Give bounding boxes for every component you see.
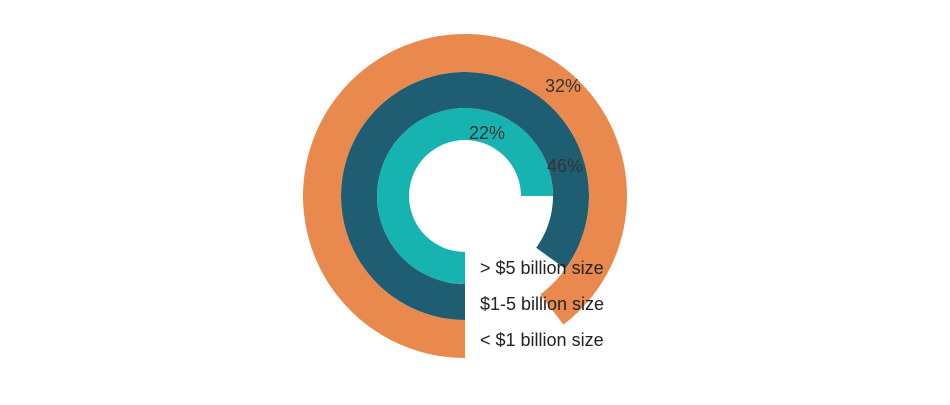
series-label-0: > $5 billion size <box>480 258 604 278</box>
labels-layer: 22% > $5 billion size 46% $1-5 billion size… <box>469 76 604 350</box>
series-label-1: $1-5 billion size <box>480 294 604 314</box>
arcs-layer <box>302 33 627 359</box>
value-label-1: 46% <box>547 156 583 176</box>
value-label-2: 32% <box>545 76 581 96</box>
arc-0 <box>377 108 553 284</box>
series-label-2: < $1 billion size <box>480 330 604 350</box>
value-label-0: 22% <box>469 123 505 143</box>
